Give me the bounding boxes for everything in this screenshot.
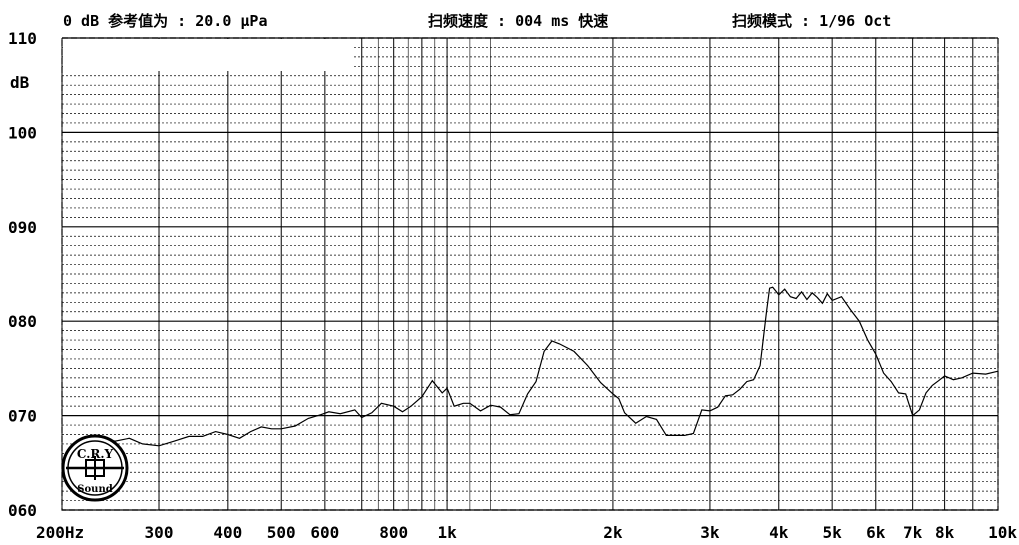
x-tick-label: 200Hz <box>36 523 84 542</box>
x-axis-ticks: 200Hz 300 400 500 600 800 1k 2k 3k 4k 5k 6k 7k 8k 10k <box>36 523 1017 542</box>
logo-text-top: C.R.Y <box>77 447 114 461</box>
cry-sound-logo: C.R.Y Sound <box>61 434 129 502</box>
plot-frame <box>61 37 999 511</box>
reference-level-label: 0 dB 参考值为 : 20.0 μPa <box>63 12 268 30</box>
x-tick-label: 500 <box>267 523 296 542</box>
x-tick-label: 2k <box>603 523 623 542</box>
y-axis-ticks: 110 100 090 080 070 060 <box>8 29 37 520</box>
x-tick-label: 7k <box>903 523 923 542</box>
y-tick-label: 090 <box>8 218 37 237</box>
y-tick-label: 110 <box>8 29 37 48</box>
x-tick-label: 10k <box>988 523 1017 542</box>
x-tick-label: 4k <box>769 523 789 542</box>
minor-grid <box>62 38 998 510</box>
y-axis-unit-label: dB <box>10 73 30 92</box>
x-tick-label: 300 <box>145 523 174 542</box>
x-tick-label: 1k <box>437 523 457 542</box>
y-tick-label: 060 <box>8 501 37 520</box>
x-tick-label: 8k <box>935 523 955 542</box>
x-tick-label: 400 <box>213 523 242 542</box>
x-tick-label: 6k <box>866 523 886 542</box>
series-layer <box>100 286 999 447</box>
series-line-0 <box>100 286 999 447</box>
x-tick-label: 600 <box>310 523 339 542</box>
x-tick-label: 5k <box>823 523 843 542</box>
logo-text-bottom: Sound <box>77 484 112 495</box>
y-tick-label: 080 <box>8 312 37 331</box>
sweep-speed-label: 扫频速度 : 004 ms 快速 <box>428 12 608 30</box>
x-tick-label: 3k <box>700 523 720 542</box>
header-label-background <box>63 39 353 71</box>
y-tick-label: 100 <box>8 123 37 142</box>
x-tick-label: 800 <box>379 523 408 542</box>
sweep-mode-label: 扫频模式 : 1/96 Oct <box>732 12 891 30</box>
plot-border <box>61 37 999 511</box>
y-tick-label: 070 <box>8 407 37 426</box>
